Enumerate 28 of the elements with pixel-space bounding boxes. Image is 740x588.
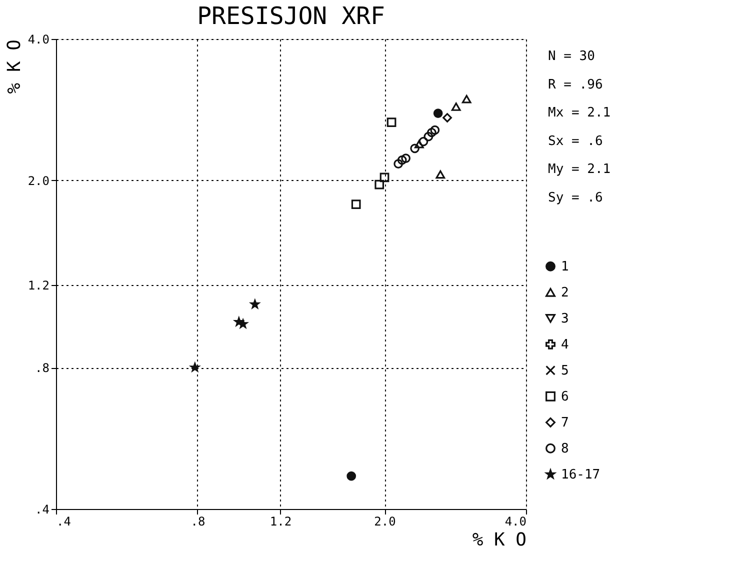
text: Sy = .6 [548, 190, 603, 206]
x-axis-title: % K O [472, 530, 526, 550]
x-tick-label: 1.2 [270, 514, 292, 528]
legend-label: 8 [561, 441, 569, 456]
y-axis-title: % K O [4, 40, 25, 94]
legend-label: 6 [561, 389, 569, 404]
legend-label: 16-17 [561, 467, 600, 482]
chart-title: PRESISJON XRF [197, 2, 385, 30]
legend-label: 1 [561, 259, 569, 274]
text: N = 30 [548, 48, 595, 64]
text: My = 2.1 [548, 162, 611, 178]
legend-label: 5 [561, 363, 569, 378]
y-tick-label: .4 [35, 502, 50, 516]
legend-label: 2 [561, 285, 569, 300]
x-tick-label: 4.0 [504, 514, 526, 528]
legend-label: 3 [561, 311, 569, 326]
x-tick-label: .4 [56, 514, 71, 528]
text: R = .96 [548, 77, 603, 92]
legend-label: 4 [561, 337, 569, 352]
x-tick-label: .8 [190, 514, 206, 528]
text: Sx = .6 [548, 134, 603, 149]
legend-label: 7 [561, 415, 569, 430]
x-tick-label: 2.0 [374, 514, 396, 528]
text: Mx = 2.1 [548, 106, 611, 121]
y-tick-label: 2.0 [28, 174, 50, 188]
y-tick-label: .8 [35, 361, 50, 376]
y-tick-label: 4.0 [28, 32, 50, 46]
y-tick-label: 1.2 [28, 278, 50, 292]
